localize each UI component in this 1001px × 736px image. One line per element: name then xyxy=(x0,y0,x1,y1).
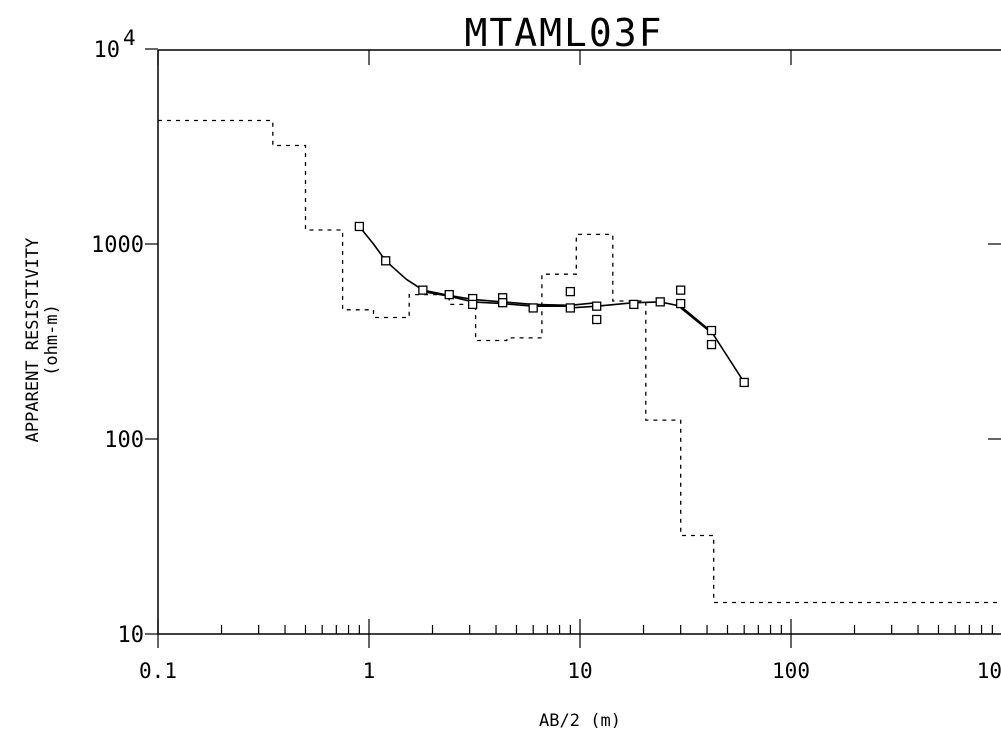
observed-point-marker xyxy=(565,303,575,313)
observed-point-marker xyxy=(592,314,602,325)
observed-point-marker xyxy=(706,339,717,350)
y-axis-label: APPARENT RESISTIVITY xyxy=(23,238,43,443)
y-tick-label: 10 xyxy=(118,623,145,648)
observed-point-marker xyxy=(592,301,602,311)
y-axis-units-label: (ohm-m) xyxy=(42,304,62,376)
observed-point-marker xyxy=(676,285,686,295)
observed-point-marker xyxy=(629,299,639,310)
x-axis: 0.1 1 10 100 1000 xyxy=(139,50,1001,683)
observed-point-marker xyxy=(739,377,749,388)
observed-point-marker xyxy=(418,285,428,295)
observed-point-marker xyxy=(381,256,391,266)
observed-point-marker xyxy=(468,299,478,310)
x-tick-label: 10 xyxy=(567,659,592,683)
observed-point-marker xyxy=(676,298,686,309)
calculated-curve-line xyxy=(680,307,713,334)
observed-point-marker xyxy=(444,289,454,300)
plot-frame xyxy=(157,49,1001,635)
calculated-curve-line xyxy=(358,225,597,307)
layered-model-line xyxy=(158,119,1001,604)
x-axis-label: AB/2 (m) xyxy=(539,711,621,731)
observed-point-marker xyxy=(655,297,665,307)
observed-data-series xyxy=(354,221,749,388)
layered-model-series xyxy=(158,119,1001,604)
observed-point-marker xyxy=(565,286,575,297)
chart-title: MTAML03F xyxy=(464,11,663,55)
x-tick-label: 0.1 xyxy=(139,659,177,683)
observed-point-marker xyxy=(706,325,717,336)
y-tick-exponent: 4 xyxy=(123,26,136,50)
observed-point-marker xyxy=(354,221,364,232)
calculated-curve-line xyxy=(570,301,745,383)
calculated-curve-series xyxy=(358,225,745,383)
y-tick-label: 1000 xyxy=(91,233,144,258)
y-tick-label: 100 xyxy=(104,428,144,453)
x-tick-label: 100 xyxy=(772,659,810,683)
observed-point-marker xyxy=(528,303,538,313)
x-tick-label: 1000 xyxy=(977,659,1001,683)
y-tick-label: 10 xyxy=(94,38,121,63)
observed-point-marker xyxy=(498,298,508,308)
x-tick-label: 1 xyxy=(363,659,376,683)
